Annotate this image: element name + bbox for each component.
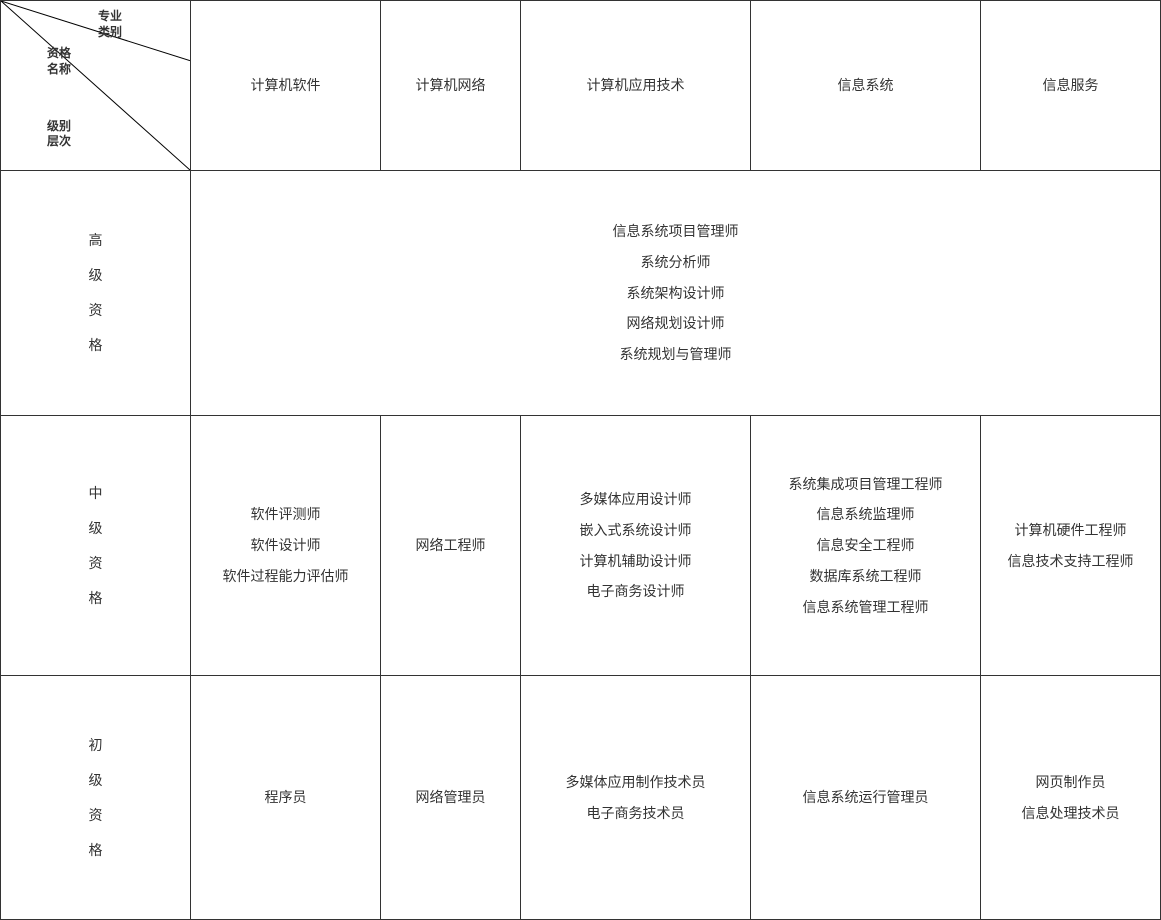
- mid-c1: 软件评测师 软件设计师 软件过程能力评估师: [191, 416, 381, 676]
- col-header-infosystem: 信息系统: [751, 1, 981, 171]
- cert-item: 软件评测师: [195, 499, 376, 530]
- corner-label-top: 专业 类别: [98, 9, 122, 40]
- junior-c2: 网络管理员: [381, 676, 521, 920]
- cert-item: 软件设计师: [195, 530, 376, 561]
- mid-c5: 计算机硬件工程师 信息技术支持工程师: [981, 416, 1161, 676]
- senior-merged-cell: 信息系统项目管理师 系统分析师 系统架构设计师 网络规划设计师 系统规划与管理师: [191, 171, 1161, 416]
- cert-item: 程序员: [195, 782, 376, 813]
- corner-mid-l2: 名称: [47, 62, 71, 76]
- vchar: 级: [5, 763, 186, 798]
- vchar: 资: [5, 293, 186, 328]
- corner-top-l1: 专业: [98, 9, 122, 23]
- row-label-junior: 初 级 资 格: [1, 676, 191, 920]
- cert-item: 系统分析师: [195, 247, 1156, 278]
- corner-label-mid: 资格 名称: [47, 46, 71, 77]
- vchar: 资: [5, 546, 186, 581]
- col-header-software: 计算机软件: [191, 1, 381, 171]
- row-senior: 高 级 资 格 信息系统项目管理师 系统分析师 系统架构设计师 网络规划设计师 …: [1, 171, 1161, 416]
- cert-item: 多媒体应用制作技术员: [525, 767, 746, 798]
- cert-item: 系统集成项目管理工程师: [755, 469, 976, 500]
- cert-item: 信息系统运行管理员: [755, 782, 976, 813]
- corner-header-cell: 专业 类别 资格 名称 级别 层次: [1, 1, 191, 171]
- vchar: 初: [5, 728, 186, 763]
- cert-item: 信息处理技术员: [985, 798, 1156, 829]
- cert-item: 网络管理员: [385, 782, 516, 813]
- junior-c5: 网页制作员 信息处理技术员: [981, 676, 1161, 920]
- mid-c4: 系统集成项目管理工程师 信息系统监理师 信息安全工程师 数据库系统工程师 信息系…: [751, 416, 981, 676]
- junior-c3: 多媒体应用制作技术员 电子商务技术员: [521, 676, 751, 920]
- junior-c4: 信息系统运行管理员: [751, 676, 981, 920]
- vchar: 格: [5, 833, 186, 868]
- mid-c2: 网络工程师: [381, 416, 521, 676]
- cert-item: 信息系统监理师: [755, 499, 976, 530]
- cert-item: 信息安全工程师: [755, 530, 976, 561]
- corner-mid-l1: 资格: [47, 46, 71, 60]
- qualification-table: 专业 类别 资格 名称 级别 层次 计算机软件 计算机网络 计算机应用技术 信息…: [0, 0, 1161, 920]
- cert-item: 电子商务设计师: [525, 576, 746, 607]
- row-mid: 中 级 资 格 软件评测师 软件设计师 软件过程能力评估师 网络工程师 多媒体应…: [1, 416, 1161, 676]
- vchar: 资: [5, 798, 186, 833]
- corner-bot-l2: 层次: [47, 134, 71, 148]
- cert-item: 电子商务技术员: [525, 798, 746, 829]
- mid-c3: 多媒体应用设计师 嵌入式系统设计师 计算机辅助设计师 电子商务设计师: [521, 416, 751, 676]
- cert-item: 网络工程师: [385, 530, 516, 561]
- row-junior: 初 级 资 格 程序员 网络管理员 多媒体应用制作技术员 电子商务技术员 信息系…: [1, 676, 1161, 920]
- col-header-application: 计算机应用技术: [521, 1, 751, 171]
- diagonal-divider-icon: [1, 1, 190, 170]
- cert-item: 多媒体应用设计师: [525, 484, 746, 515]
- cert-item: 嵌入式系统设计师: [525, 515, 746, 546]
- cert-item: 计算机辅助设计师: [525, 546, 746, 577]
- cert-item: 网络规划设计师: [195, 308, 1156, 339]
- cert-item: 系统架构设计师: [195, 278, 1156, 309]
- vchar: 高: [5, 223, 186, 258]
- row-label-mid: 中 级 资 格: [1, 416, 191, 676]
- vchar: 中: [5, 476, 186, 511]
- cert-item: 数据库系统工程师: [755, 561, 976, 592]
- junior-c1: 程序员: [191, 676, 381, 920]
- cert-item: 网页制作员: [985, 767, 1156, 798]
- vchar: 级: [5, 511, 186, 546]
- corner-bot-l1: 级别: [47, 119, 71, 133]
- cert-item: 系统规划与管理师: [195, 339, 1156, 370]
- corner-top-l2: 类别: [98, 25, 122, 39]
- cert-item: 信息系统管理工程师: [755, 592, 976, 623]
- qualification-table-container: 专业 类别 资格 名称 级别 层次 计算机软件 计算机网络 计算机应用技术 信息…: [0, 0, 1161, 919]
- cert-item: 计算机硬件工程师: [985, 515, 1156, 546]
- cert-item: 软件过程能力评估师: [195, 561, 376, 592]
- header-row: 专业 类别 资格 名称 级别 层次 计算机软件 计算机网络 计算机应用技术 信息…: [1, 1, 1161, 171]
- col-header-infoservice: 信息服务: [981, 1, 1161, 171]
- cert-item: 信息系统项目管理师: [195, 216, 1156, 247]
- corner-label-bot: 级别 层次: [47, 119, 71, 150]
- row-label-senior: 高 级 资 格: [1, 171, 191, 416]
- vchar: 级: [5, 258, 186, 293]
- vchar: 格: [5, 581, 186, 616]
- vchar: 格: [5, 328, 186, 363]
- cert-item: 信息技术支持工程师: [985, 546, 1156, 577]
- col-header-network: 计算机网络: [381, 1, 521, 171]
